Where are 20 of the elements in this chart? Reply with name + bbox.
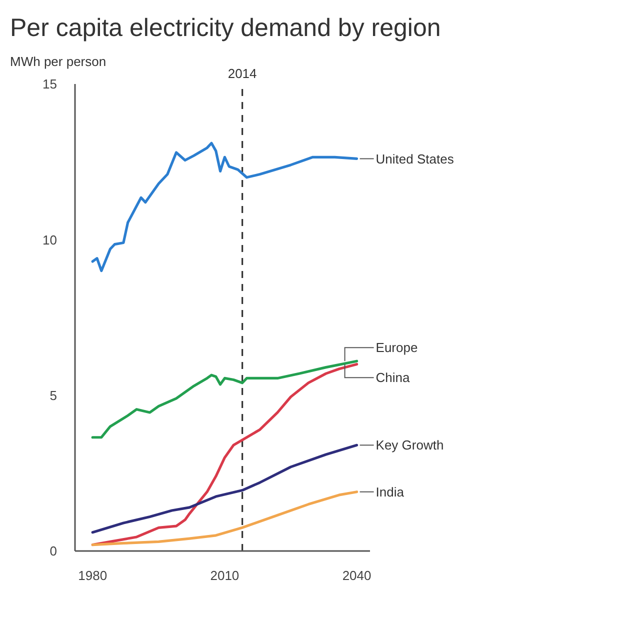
x-tick-label: 2040 <box>342 568 372 584</box>
y-tick-label: 15 <box>42 76 57 92</box>
series-label: China <box>376 370 411 386</box>
line-series <box>91 444 358 534</box>
x-tick-label: 2010 <box>210 568 240 584</box>
line-series <box>91 142 358 272</box>
line-series <box>91 490 358 546</box>
series-label: Europe <box>376 340 418 356</box>
chart-title: Per capita electricity demand by region <box>10 14 441 43</box>
x-tick-label: 1980 <box>78 568 108 584</box>
series-label: India <box>376 484 405 500</box>
line-series <box>91 360 358 439</box>
y-tick-label: 0 <box>50 544 57 559</box>
series-label: United States <box>376 151 454 166</box>
y-tick-label: 10 <box>42 232 57 248</box>
series-label: Key Growth <box>376 438 444 453</box>
line-series <box>91 362 358 546</box>
y-axis-title: MWh per person <box>10 54 106 69</box>
y-tick-label: 5 <box>50 388 57 403</box>
ref-line-label: 2014 <box>228 66 257 81</box>
